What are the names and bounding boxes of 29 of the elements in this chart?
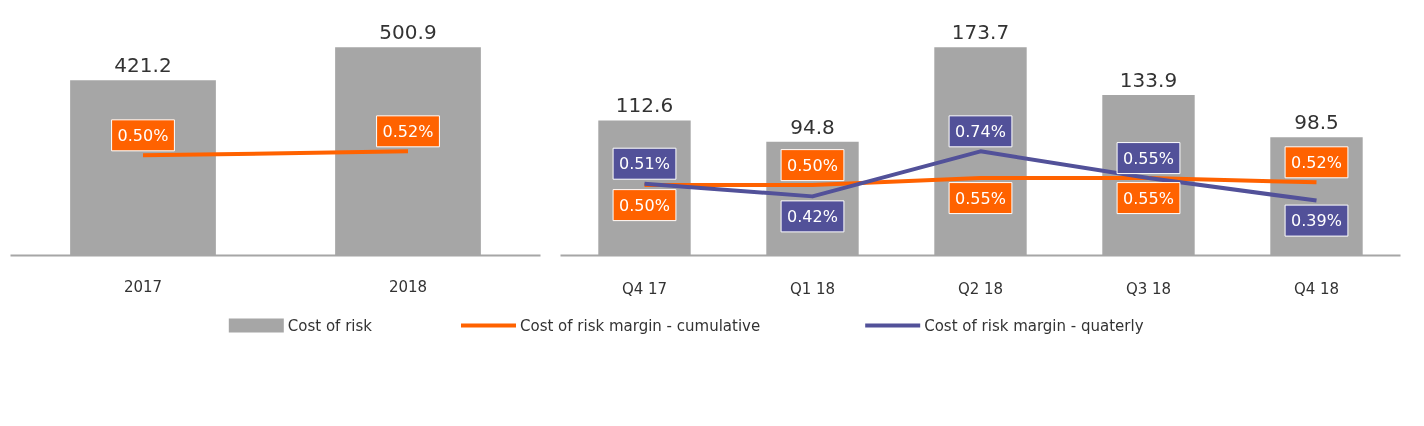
legend-label: Cost of risk — [287, 316, 373, 335]
data-label: 0.55% — [1123, 148, 1174, 168]
x-tick-label: Q4 18 — [1293, 279, 1340, 298]
data-label: 0.50% — [619, 195, 670, 215]
data-label: 173.7 — [951, 20, 1010, 45]
data-label: 98.5 — [1294, 110, 1339, 135]
data-label: 94.8 — [790, 114, 835, 139]
x-tick-label: Q2 18 — [957, 279, 1004, 298]
x-tick-label: Q3 18 — [1125, 279, 1172, 298]
x-tick-label: 2018 — [388, 277, 428, 296]
data-label: 0.50% — [117, 125, 169, 145]
data-label: 0.55% — [955, 188, 1006, 208]
data-label: 0.50% — [787, 155, 838, 175]
data-label: 0.39% — [1291, 211, 1342, 231]
data-label: 112.6 — [615, 93, 674, 118]
data-label: 0.52% — [382, 121, 434, 141]
x-tick-label: Q1 18 — [789, 279, 836, 298]
data-label: 0.55% — [1123, 188, 1174, 208]
data-label: 0.74% — [955, 121, 1006, 141]
data-label: 0.51% — [619, 154, 670, 174]
legend-label: Cost of risk margin - cumulative — [520, 316, 761, 335]
data-label: 500.9 — [379, 20, 437, 45]
data-label: 421.2 — [114, 53, 172, 78]
x-tick-label: 2017 — [123, 277, 163, 296]
legend-label: Cost of risk margin - quaterly — [924, 316, 1144, 335]
data-label: 0.42% — [787, 206, 838, 226]
data-label: 0.52% — [1291, 152, 1342, 172]
x-tick-label: Q4 17 — [621, 279, 668, 298]
data-label: 133.9 — [1119, 67, 1178, 92]
